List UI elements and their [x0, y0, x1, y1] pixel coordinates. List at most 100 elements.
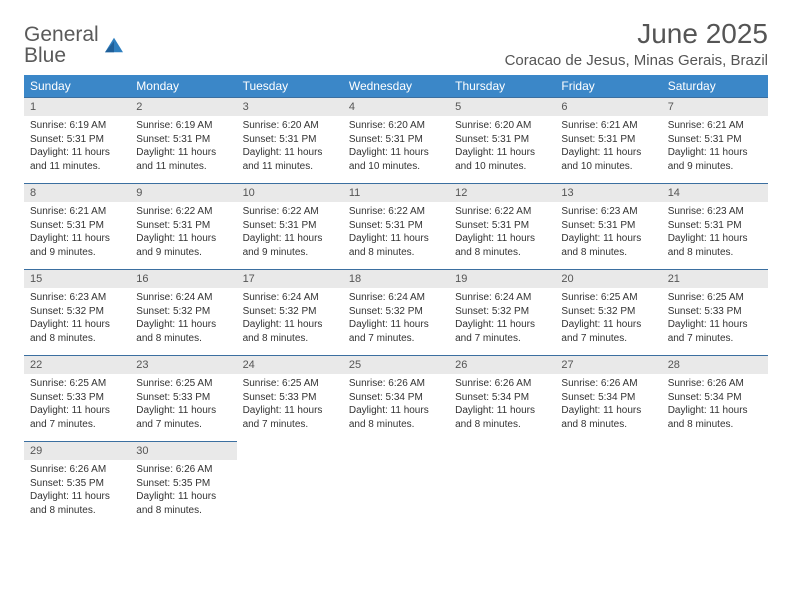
weekday-header: Wednesday — [343, 75, 449, 98]
day-cell: 6Sunrise: 6:21 AMSunset: 5:31 PMDaylight… — [555, 98, 661, 184]
daylight-line: Daylight: 11 hours and 9 minutes. — [243, 232, 337, 259]
day-number: 5 — [449, 98, 555, 116]
sunset-line: Sunset: 5:34 PM — [349, 391, 443, 405]
sunrise-line: Sunrise: 6:22 AM — [243, 205, 337, 219]
day-body: Sunrise: 6:23 AMSunset: 5:31 PMDaylight:… — [662, 202, 768, 265]
page-header: General Blue June 2025 Coracao de Jesus,… — [24, 18, 768, 69]
sunset-line: Sunset: 5:33 PM — [243, 391, 337, 405]
day-cell: 8Sunrise: 6:21 AMSunset: 5:31 PMDaylight… — [24, 184, 130, 270]
month-title: June 2025 — [505, 18, 768, 50]
daylight-line: Daylight: 11 hours and 8 minutes. — [455, 404, 549, 431]
day-cell: 12Sunrise: 6:22 AMSunset: 5:31 PMDayligh… — [449, 184, 555, 270]
week-row: 8Sunrise: 6:21 AMSunset: 5:31 PMDaylight… — [24, 184, 768, 270]
daylight-line: Daylight: 11 hours and 8 minutes. — [243, 318, 337, 345]
day-number: 4 — [343, 98, 449, 116]
sunset-line: Sunset: 5:34 PM — [668, 391, 762, 405]
sunset-line: Sunset: 5:33 PM — [668, 305, 762, 319]
day-number: 8 — [24, 184, 130, 202]
day-number: 19 — [449, 270, 555, 288]
day-body: Sunrise: 6:26 AMSunset: 5:34 PMDaylight:… — [449, 374, 555, 437]
day-number: 25 — [343, 356, 449, 374]
logo-word1: General — [24, 24, 99, 45]
daylight-line: Daylight: 11 hours and 9 minutes. — [668, 146, 762, 173]
sunset-line: Sunset: 5:32 PM — [243, 305, 337, 319]
weekday-header: Saturday — [662, 75, 768, 98]
daylight-line: Daylight: 11 hours and 7 minutes. — [668, 318, 762, 345]
day-cell: 30Sunrise: 6:26 AMSunset: 5:35 PMDayligh… — [130, 442, 236, 528]
sunrise-line: Sunrise: 6:26 AM — [561, 377, 655, 391]
day-cell — [343, 442, 449, 528]
day-number: 20 — [555, 270, 661, 288]
sunrise-line: Sunrise: 6:24 AM — [136, 291, 230, 305]
sunrise-line: Sunrise: 6:26 AM — [455, 377, 549, 391]
day-cell: 16Sunrise: 6:24 AMSunset: 5:32 PMDayligh… — [130, 270, 236, 356]
day-body: Sunrise: 6:25 AMSunset: 5:33 PMDaylight:… — [237, 374, 343, 437]
sunrise-line: Sunrise: 6:24 AM — [243, 291, 337, 305]
daylight-line: Daylight: 11 hours and 8 minutes. — [349, 232, 443, 259]
calendar-page: General Blue June 2025 Coracao de Jesus,… — [0, 0, 792, 546]
sunrise-line: Sunrise: 6:25 AM — [668, 291, 762, 305]
sunset-line: Sunset: 5:31 PM — [455, 133, 549, 147]
sunrise-line: Sunrise: 6:21 AM — [30, 205, 124, 219]
weekday-header-row: Sunday Monday Tuesday Wednesday Thursday… — [24, 75, 768, 98]
day-number: 21 — [662, 270, 768, 288]
day-cell: 3Sunrise: 6:20 AMSunset: 5:31 PMDaylight… — [237, 98, 343, 184]
sunrise-line: Sunrise: 6:24 AM — [455, 291, 549, 305]
sunset-line: Sunset: 5:35 PM — [136, 477, 230, 491]
sunrise-line: Sunrise: 6:26 AM — [30, 463, 124, 477]
sunset-line: Sunset: 5:31 PM — [668, 133, 762, 147]
sunset-line: Sunset: 5:31 PM — [30, 219, 124, 233]
daylight-line: Daylight: 11 hours and 7 minutes. — [243, 404, 337, 431]
title-block: June 2025 Coracao de Jesus, Minas Gerais… — [505, 18, 768, 69]
day-cell: 1Sunrise: 6:19 AMSunset: 5:31 PMDaylight… — [24, 98, 130, 184]
day-number: 29 — [24, 442, 130, 460]
calendar-table: Sunday Monday Tuesday Wednesday Thursday… — [24, 75, 768, 528]
sunset-line: Sunset: 5:31 PM — [243, 219, 337, 233]
day-cell: 18Sunrise: 6:24 AMSunset: 5:32 PMDayligh… — [343, 270, 449, 356]
day-number: 6 — [555, 98, 661, 116]
sunset-line: Sunset: 5:32 PM — [455, 305, 549, 319]
day-body: Sunrise: 6:22 AMSunset: 5:31 PMDaylight:… — [237, 202, 343, 265]
day-number: 7 — [662, 98, 768, 116]
week-row: 22Sunrise: 6:25 AMSunset: 5:33 PMDayligh… — [24, 356, 768, 442]
day-body: Sunrise: 6:24 AMSunset: 5:32 PMDaylight:… — [449, 288, 555, 351]
day-cell: 17Sunrise: 6:24 AMSunset: 5:32 PMDayligh… — [237, 270, 343, 356]
daylight-line: Daylight: 11 hours and 7 minutes. — [349, 318, 443, 345]
sunrise-line: Sunrise: 6:20 AM — [243, 119, 337, 133]
brand-logo: General Blue — [24, 18, 125, 66]
sunrise-line: Sunrise: 6:20 AM — [349, 119, 443, 133]
daylight-line: Daylight: 11 hours and 10 minutes. — [455, 146, 549, 173]
sunset-line: Sunset: 5:31 PM — [136, 219, 230, 233]
day-cell: 19Sunrise: 6:24 AMSunset: 5:32 PMDayligh… — [449, 270, 555, 356]
week-row: 1Sunrise: 6:19 AMSunset: 5:31 PMDaylight… — [24, 98, 768, 184]
day-body: Sunrise: 6:19 AMSunset: 5:31 PMDaylight:… — [24, 116, 130, 179]
sunrise-line: Sunrise: 6:23 AM — [668, 205, 762, 219]
sunset-line: Sunset: 5:31 PM — [668, 219, 762, 233]
location-text: Coracao de Jesus, Minas Gerais, Brazil — [505, 52, 768, 69]
sunrise-line: Sunrise: 6:22 AM — [136, 205, 230, 219]
daylight-line: Daylight: 11 hours and 8 minutes. — [349, 404, 443, 431]
day-body: Sunrise: 6:20 AMSunset: 5:31 PMDaylight:… — [449, 116, 555, 179]
sunrise-line: Sunrise: 6:24 AM — [349, 291, 443, 305]
sunset-line: Sunset: 5:31 PM — [561, 219, 655, 233]
day-body: Sunrise: 6:26 AMSunset: 5:35 PMDaylight:… — [130, 460, 236, 523]
weekday-header: Tuesday — [237, 75, 343, 98]
daylight-line: Daylight: 11 hours and 11 minutes. — [30, 146, 124, 173]
day-cell: 20Sunrise: 6:25 AMSunset: 5:32 PMDayligh… — [555, 270, 661, 356]
day-cell: 26Sunrise: 6:26 AMSunset: 5:34 PMDayligh… — [449, 356, 555, 442]
sunrise-line: Sunrise: 6:22 AM — [455, 205, 549, 219]
day-cell: 25Sunrise: 6:26 AMSunset: 5:34 PMDayligh… — [343, 356, 449, 442]
day-cell: 24Sunrise: 6:25 AMSunset: 5:33 PMDayligh… — [237, 356, 343, 442]
day-body: Sunrise: 6:24 AMSunset: 5:32 PMDaylight:… — [343, 288, 449, 351]
daylight-line: Daylight: 11 hours and 9 minutes. — [30, 232, 124, 259]
day-cell — [555, 442, 661, 528]
daylight-line: Daylight: 11 hours and 8 minutes. — [561, 232, 655, 259]
sunset-line: Sunset: 5:31 PM — [349, 133, 443, 147]
day-cell: 2Sunrise: 6:19 AMSunset: 5:31 PMDaylight… — [130, 98, 236, 184]
day-number: 10 — [237, 184, 343, 202]
daylight-line: Daylight: 11 hours and 8 minutes. — [561, 404, 655, 431]
day-cell: 11Sunrise: 6:22 AMSunset: 5:31 PMDayligh… — [343, 184, 449, 270]
day-body: Sunrise: 6:21 AMSunset: 5:31 PMDaylight:… — [24, 202, 130, 265]
sunset-line: Sunset: 5:31 PM — [243, 133, 337, 147]
sunrise-line: Sunrise: 6:25 AM — [30, 377, 124, 391]
